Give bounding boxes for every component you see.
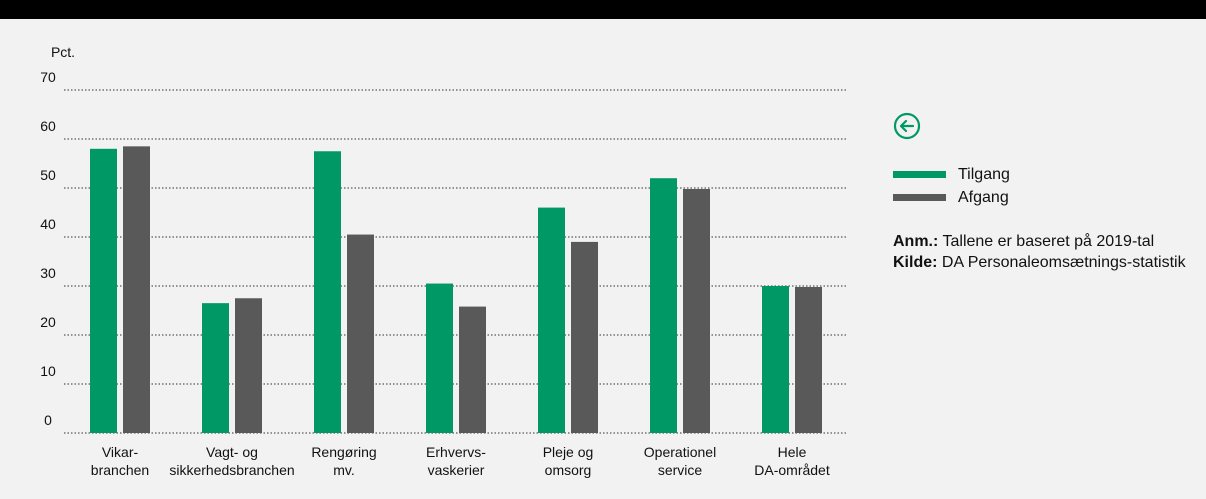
bar-tilgang-6 xyxy=(762,286,789,433)
y-tick-labels: 0 10 20 30 40 50 60 70 xyxy=(40,69,56,428)
legend-swatch-tilgang xyxy=(893,171,946,178)
bar-chart: Pct. 0 10 20 30 40 50 60 70 Vikar-branchen Vagt-… xyxy=(40,44,848,478)
x-category-label: Vikar- xyxy=(102,444,139,460)
bar-tilgang-2 xyxy=(314,151,341,433)
side-panel: Tilgang Afgang Anm.: Tallene er baseret … xyxy=(893,112,1193,273)
bar-afgang-5 xyxy=(683,188,710,433)
x-category-label: Operationel xyxy=(644,444,716,460)
x-category-label: Erhvervs- xyxy=(426,444,486,460)
x-category-label: mv. xyxy=(333,462,355,478)
x-category-label: Rengøring xyxy=(311,444,376,460)
bar-afgang-2 xyxy=(347,234,374,433)
legend-item-tilgang: Tilgang xyxy=(893,163,1193,186)
x-category-label: Vagt- og xyxy=(206,444,258,460)
legend-item-afgang: Afgang xyxy=(893,186,1193,209)
x-category-label: Hele xyxy=(778,444,807,460)
x-category-label: branchen xyxy=(91,462,149,478)
x-category-label: service xyxy=(658,462,703,478)
notes: Anm.: Tallene er baseret på 2019-tal Kil… xyxy=(893,231,1193,273)
bar-tilgang-1 xyxy=(202,303,229,433)
x-category-label: sikkerhedsbranchen xyxy=(169,462,294,478)
note-kilde-text: DA Personaleomsætnings-statistik xyxy=(941,254,1186,271)
arrow-left-circle-icon[interactable] xyxy=(893,112,921,140)
legend-label-tilgang: Tilgang xyxy=(958,165,1010,183)
bar-tilgang-3 xyxy=(426,283,453,433)
y-tick-label: 30 xyxy=(40,265,56,281)
bar-afgang-3 xyxy=(459,306,486,433)
note-anm-text: Tallene er baseret på 2019-tal xyxy=(942,233,1155,250)
bar-tilgang-5 xyxy=(650,178,677,433)
x-category-label: vaskerier xyxy=(428,462,485,478)
x-category-labels: Vikar-branchen Vagt- og sikkerhedsbranchen… xyxy=(91,444,830,478)
bar-afgang-6 xyxy=(795,286,822,433)
bars xyxy=(90,146,822,434)
bar-tilgang-0 xyxy=(90,148,117,434)
bar-afgang-0 xyxy=(123,146,150,433)
note-anm: Anm.: Tallene er baseret på 2019-tal xyxy=(893,231,1193,252)
top-bar xyxy=(0,0,1206,19)
x-category-label: DA-området xyxy=(754,462,830,478)
note-kilde: Kilde: DA Personaleomsætnings-statistik xyxy=(893,252,1193,273)
legend-swatch-afgang xyxy=(893,194,946,201)
y-tick-label: 40 xyxy=(40,216,56,232)
y-axis-label: Pct. xyxy=(51,44,75,60)
bar-tilgang-4 xyxy=(538,207,565,433)
legend: Tilgang Afgang xyxy=(893,163,1193,209)
x-category-label: omsorg xyxy=(545,462,592,478)
y-tick-label: 0 xyxy=(44,412,52,428)
y-tick-label: 10 xyxy=(40,363,56,379)
note-kilde-label: Kilde: xyxy=(893,254,938,271)
x-category-label: Pleje og xyxy=(543,444,594,460)
note-anm-label: Anm.: xyxy=(893,233,939,250)
y-tick-label: 70 xyxy=(40,69,56,85)
bar-afgang-1 xyxy=(235,298,262,433)
y-tick-label: 20 xyxy=(40,314,56,330)
legend-label-afgang: Afgang xyxy=(958,188,1009,206)
grid-lines xyxy=(64,89,848,434)
y-tick-label: 50 xyxy=(40,167,56,183)
bar-afgang-4 xyxy=(571,241,598,433)
y-tick-label: 60 xyxy=(40,118,56,134)
